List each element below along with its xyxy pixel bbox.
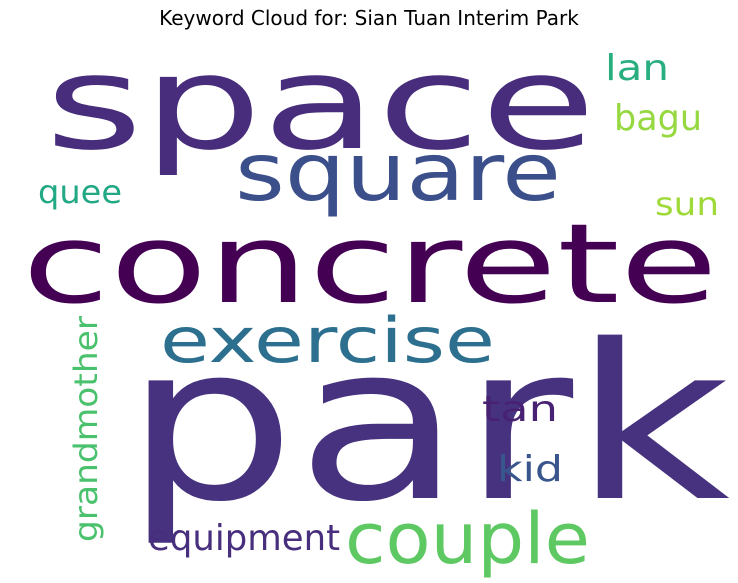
word-space: space [45,27,596,179]
word-couple: couple [345,498,590,580]
word-grandmother: grandmother [67,315,105,542]
chart-title: Keyword Cloud for: Sian Tuan Interim Par… [159,6,579,30]
word-equipment: equipment [148,518,340,559]
word-park: park [124,298,730,549]
word-quee: quee [38,173,122,211]
word-exercise: exercise [160,304,495,377]
word-concrete: concrete [22,200,718,328]
word-lan: lan [605,48,669,89]
word-kid: kid [497,449,563,490]
word-bagu: bagu [614,98,702,139]
word-sun: sun [655,185,719,223]
word-tan: tan [482,389,558,430]
word-square: square [235,126,561,219]
